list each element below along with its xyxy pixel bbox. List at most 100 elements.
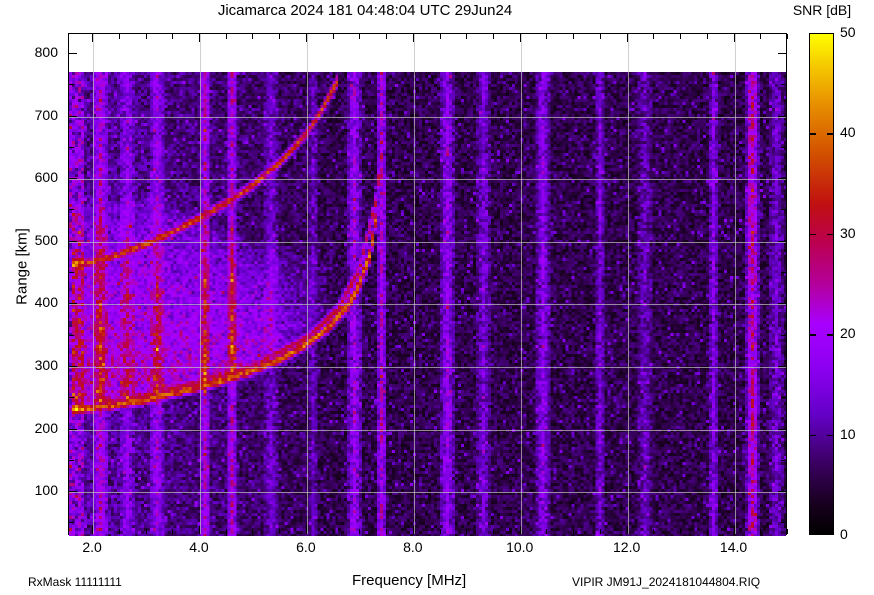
y-tick-label: 400	[34, 294, 58, 311]
colorbar-tick	[827, 133, 833, 135]
axis-tick	[653, 34, 655, 39]
axis-tick	[653, 529, 655, 534]
axis-tick	[492, 529, 494, 534]
x-gridline	[520, 34, 522, 534]
axis-tick	[787, 529, 788, 534]
axis-tick	[305, 34, 307, 42]
axis-tick	[546, 34, 548, 39]
axis-tick	[69, 240, 77, 242]
y-tick-label: 100	[34, 482, 58, 499]
axis-tick	[412, 526, 414, 534]
axis-tick	[69, 491, 77, 493]
axis-tick	[781, 397, 786, 399]
axis-tick	[781, 459, 786, 461]
axis-tick	[69, 115, 77, 117]
axis-tick	[69, 459, 74, 461]
axis-tick	[778, 178, 786, 180]
axis-tick	[706, 529, 708, 534]
colorbar-tick	[827, 434, 833, 437]
y-gridline	[69, 492, 786, 494]
ionogram-heatmap	[69, 54, 786, 536]
y-gridline	[69, 116, 786, 118]
source-file-label: VIPIR JM91J_2024181044804.RIQ	[572, 575, 761, 589]
y-tick-label: 800	[34, 44, 58, 60]
axis-tick	[626, 34, 628, 42]
y-tick-label: 200	[34, 419, 58, 436]
axis-tick	[69, 146, 74, 148]
colorbar-gradient	[810, 34, 833, 534]
colorbar-tick-label: 30	[840, 224, 856, 241]
axis-tick	[198, 526, 200, 534]
axis-tick	[145, 529, 147, 534]
rxmask-label: RxMask 11111111	[28, 575, 122, 589]
axis-tick	[733, 526, 735, 534]
axis-tick	[781, 334, 786, 336]
axis-tick	[781, 209, 786, 211]
axis-tick	[69, 53, 77, 54]
axis-tick	[680, 34, 682, 39]
axis-tick	[599, 34, 601, 39]
x-tick-label: 10.0	[506, 539, 534, 555]
axis-tick	[359, 34, 361, 39]
y-gridline	[69, 366, 786, 368]
axis-tick	[69, 178, 77, 180]
axis-tick	[69, 334, 74, 336]
axis-tick	[519, 34, 521, 42]
y-gridline	[69, 304, 786, 306]
axis-tick	[778, 428, 786, 430]
colorbar-tick-label: 0	[840, 526, 848, 542]
x-gridline	[413, 34, 415, 534]
axis-tick	[69, 84, 74, 86]
colorbar-tick	[810, 334, 816, 336]
y-tick-label: 600	[34, 169, 58, 186]
axis-tick	[412, 34, 414, 42]
axis-tick	[778, 53, 786, 54]
axis-tick	[781, 84, 786, 86]
axis-tick	[519, 526, 521, 534]
axis-tick	[279, 34, 281, 39]
axis-tick	[781, 146, 786, 148]
axis-tick	[760, 529, 762, 534]
axis-tick	[546, 529, 548, 534]
axis-tick	[69, 428, 77, 430]
axis-tick	[626, 526, 628, 534]
axis-tick	[69, 397, 74, 399]
axis-tick	[706, 34, 708, 39]
axis-tick	[252, 34, 254, 39]
colorbar-tick	[827, 233, 833, 236]
axis-tick	[92, 34, 94, 42]
axis-tick	[781, 522, 786, 524]
axis-tick	[305, 526, 307, 534]
axis-tick	[386, 529, 388, 534]
axis-tick	[680, 529, 682, 534]
axis-tick	[386, 34, 388, 39]
axis-tick	[778, 365, 786, 367]
x-tick-label: 14.0	[719, 539, 748, 555]
axis-tick	[225, 529, 227, 534]
x-tick-label: 6.0	[296, 539, 316, 555]
colorbar-tick-label: 50	[840, 24, 856, 40]
colorbar	[809, 33, 834, 535]
y-gridline	[69, 429, 786, 431]
x-tick-label: 4.0	[189, 539, 209, 555]
axis-tick	[599, 529, 601, 534]
axis-tick	[172, 529, 174, 534]
colorbar-tick-label: 10	[840, 425, 856, 442]
axis-tick	[733, 34, 735, 42]
axis-tick	[69, 522, 74, 524]
axis-tick	[573, 529, 575, 534]
y-tick-label: 700	[34, 106, 58, 123]
axis-tick	[118, 529, 120, 534]
axis-tick	[439, 529, 441, 534]
y-tick-label: 300	[34, 356, 58, 373]
axis-tick	[573, 34, 575, 39]
y-gridline	[69, 241, 786, 243]
axis-tick	[252, 529, 254, 534]
x-gridline	[627, 34, 629, 534]
axis-tick	[781, 272, 786, 274]
axis-tick	[92, 526, 94, 534]
y-gridline	[69, 179, 786, 181]
axis-tick	[466, 34, 468, 39]
axis-tick	[778, 303, 786, 305]
